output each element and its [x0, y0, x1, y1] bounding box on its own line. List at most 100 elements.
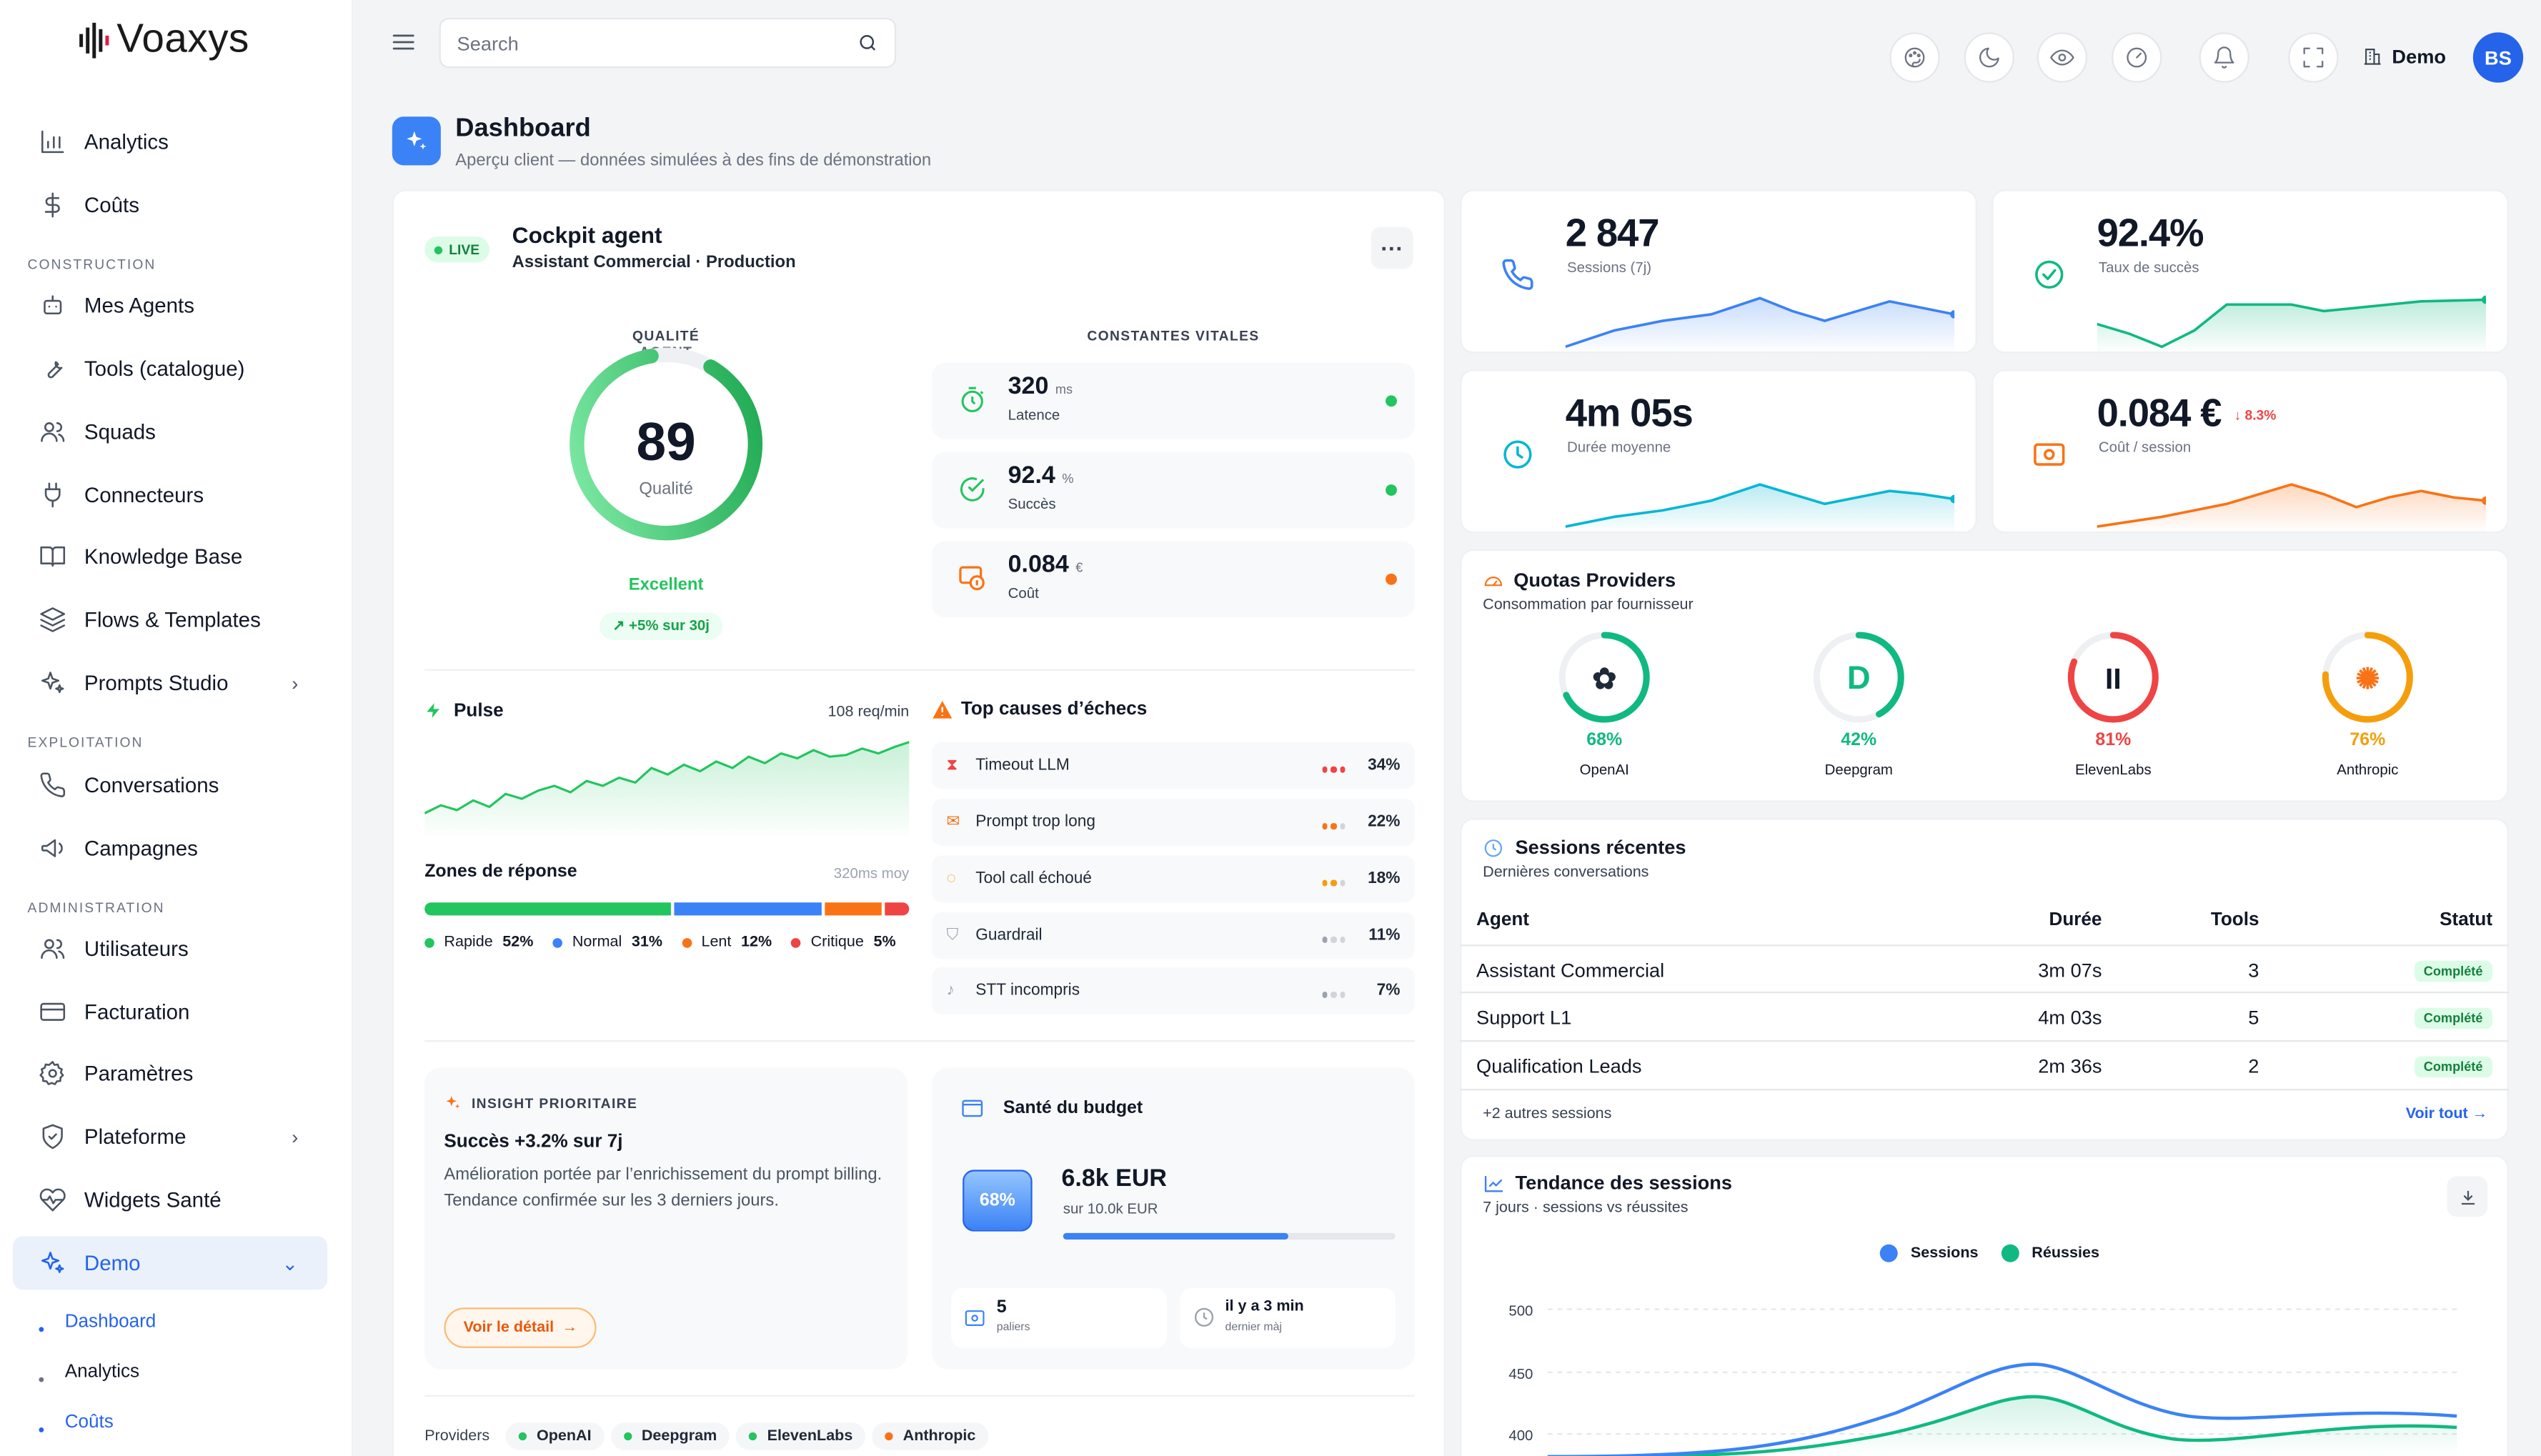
provider-chip[interactable]: ElevenLabs [736, 1422, 866, 1450]
kpi-card[interactable]: 92.4% Taux de succès [1991, 189, 2509, 354]
budget-header: Santé du budget [961, 1097, 1143, 1117]
provider-chip[interactable]: Anthropic [872, 1422, 989, 1450]
provider-name: OpenAI [536, 1427, 592, 1445]
cell-agent: Qualification Leads [1476, 1054, 1642, 1078]
sessions-subtitle: Dernières conversations [1483, 863, 1649, 882]
severity-dot [1339, 823, 1346, 829]
download-button[interactable] [2447, 1176, 2488, 1217]
vital-value: 0.084 [1008, 551, 1069, 579]
zone-swatch [552, 937, 563, 947]
provider-chip[interactable]: OpenAI [505, 1422, 605, 1450]
vital-value: 92.4 [1008, 462, 1055, 489]
logo-text: Voaxys [116, 16, 249, 62]
sub-item-dashboard[interactable]: Dashboard [39, 1312, 156, 1332]
budget-total: sur 10.0k EUR [1063, 1200, 1158, 1217]
severity-dot [1321, 879, 1328, 886]
cause-pct: 18% [1368, 869, 1401, 888]
history-icon [1484, 838, 1503, 857]
zone-segment [424, 902, 672, 916]
sessions-header: Sessions récentes [1483, 836, 1686, 859]
sub-item-analytics[interactable]: Analytics [39, 1362, 139, 1382]
sidebar-item-plateforme[interactable]: Plateforme › [13, 1110, 327, 1164]
zone-pct: 5% [873, 933, 896, 952]
tenant-switcher[interactable]: Demo [2363, 46, 2446, 68]
quota-ring: D [1813, 632, 1904, 723]
search-input[interactable]: Search [439, 17, 897, 69]
sparkles-icon [41, 1252, 64, 1273]
kpi-card[interactable]: 4m 05s Durée moyenne [1460, 369, 1977, 534]
cause-pct: 22% [1368, 813, 1401, 832]
sidebar-item-mes-agents[interactable]: Mes Agents [13, 279, 327, 332]
theme-palette-button[interactable] [1889, 32, 1940, 83]
severity-dot [1330, 879, 1336, 886]
gauge-icon [2127, 47, 2147, 68]
kpi-sparkline [2097, 483, 2486, 534]
cause-row: ♪ STT incompris 7% [932, 967, 1415, 1014]
sidebar-item-label: Widgets Santé [84, 1187, 222, 1212]
dark-mode-button[interactable] [1964, 32, 2014, 83]
more-options-button[interactable]: ··· [1371, 226, 1413, 269]
sidebar-item-parametres[interactable]: Paramètres [13, 1047, 327, 1100]
sidebar-item-tools[interactable]: Tools (catalogue) [13, 342, 327, 396]
expand-icon [2303, 47, 2324, 68]
sidebar-item-campagnes[interactable]: Campagnes [13, 822, 327, 875]
insight-detail-button[interactable]: Voir le détail → [444, 1307, 597, 1348]
table-row[interactable]: Support L1 4m 03s 5 Complété [1476, 993, 2493, 1040]
moon-icon [1979, 47, 1999, 68]
quota-pct: 81% [2095, 730, 2132, 751]
severity-dot [1339, 991, 1346, 997]
zones-bar [424, 902, 910, 916]
performance-button[interactable] [2112, 32, 2162, 83]
zone-legend-item: Critique 5% [791, 933, 896, 952]
col-agent: Agent [1476, 910, 1529, 930]
sub-item-couts[interactable]: Coûts [39, 1412, 114, 1432]
app-logo[interactable]: Voaxys [78, 16, 249, 64]
sidebar-item-label: Paramètres [84, 1061, 194, 1086]
sidebar-item-facturation[interactable]: Facturation [13, 985, 327, 1039]
row-divider [1460, 1039, 2509, 1042]
severity-dot [1321, 936, 1328, 942]
quota-ring: ✿ [1558, 632, 1650, 723]
sessions-see-all-link[interactable]: Voir tout → [2405, 1105, 2488, 1123]
sidebar-item-couts[interactable]: Coûts [13, 178, 327, 231]
table-row[interactable]: Assistant Commercial 3m 07s 3 Complété [1476, 946, 2493, 993]
insight-title: Succès +3.2% sur 7j [444, 1132, 623, 1152]
cause-label: Guardrail [975, 927, 1043, 945]
sidebar-item-widgets-sante[interactable]: Widgets Santé [13, 1173, 327, 1227]
cell-agent: Assistant Commercial [1476, 959, 1665, 982]
notifications-button[interactable] [2199, 32, 2249, 83]
sidebar-item-demo[interactable]: Demo ⌄ [13, 1236, 328, 1290]
sidebar-item-squads[interactable]: Squads [13, 405, 327, 459]
provider-chip[interactable]: Deepgram [610, 1422, 730, 1450]
fullscreen-button[interactable] [2288, 32, 2339, 83]
avatar[interactable]: BS [2472, 32, 2524, 83]
cause-row: ✉ Prompt trop long 22% [932, 799, 1415, 846]
table-row[interactable]: Qualification Leads 2m 36s 2 Complété [1476, 1042, 2493, 1089]
sidebar-item-label: Demo [84, 1250, 141, 1275]
cell-tools: 2 [2248, 1054, 2259, 1078]
sidebar-item-utilisateurs[interactable]: Utilisateurs [13, 922, 327, 975]
zone-segment [675, 902, 822, 916]
visibility-button[interactable] [2037, 32, 2088, 83]
kpi-card[interactable]: 0.084 € ↓ 8.3% Coût / session [1991, 369, 2509, 534]
menu-toggle-icon[interactable] [391, 29, 417, 64]
status-badge: Complété [2414, 960, 2493, 982]
sidebar-item-conversations[interactable]: Conversations [13, 758, 327, 812]
sidebar-item-analytics[interactable]: Analytics [13, 115, 327, 169]
kpi-card[interactable]: 2 847 Sessions (7j) [1460, 189, 1977, 354]
megaphone-icon [41, 839, 63, 857]
users-icon [41, 422, 65, 442]
robot-icon [44, 295, 62, 315]
sidebar-item-label: Coûts [84, 192, 139, 217]
kpi-delta: ↓ 8.3% [2234, 407, 2277, 423]
sidebar-item-flows-templates[interactable]: Flows & Templates [13, 593, 327, 647]
sidebar-item-knowledge-base[interactable]: Knowledge Base [13, 530, 327, 584]
quality-caption: Qualité [639, 479, 693, 499]
severity-dot [1339, 936, 1346, 942]
sub-item-label: Coûts [64, 1412, 114, 1432]
trend-header: Tendance des sessions [1483, 1172, 1732, 1194]
sidebar-item-connecteurs[interactable]: Connecteurs [13, 468, 327, 522]
divider [424, 669, 1415, 671]
logo-waveform-icon [79, 23, 109, 59]
sidebar-item-prompts-studio[interactable]: Prompts Studio › [13, 656, 327, 709]
